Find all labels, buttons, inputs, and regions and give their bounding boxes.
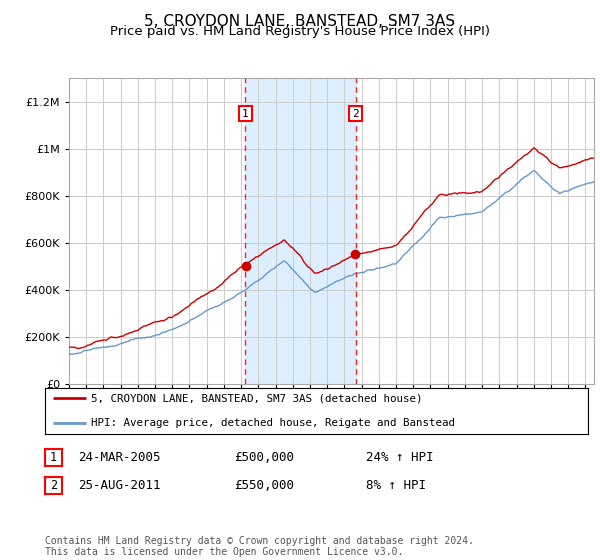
Text: 2: 2	[50, 479, 57, 492]
Text: £550,000: £550,000	[234, 479, 294, 492]
Text: 24% ↑ HPI: 24% ↑ HPI	[366, 451, 433, 464]
Text: 2: 2	[352, 109, 359, 119]
Text: Price paid vs. HM Land Registry's House Price Index (HPI): Price paid vs. HM Land Registry's House …	[110, 25, 490, 38]
Text: HPI: Average price, detached house, Reigate and Banstead: HPI: Average price, detached house, Reig…	[91, 418, 455, 428]
Text: 1: 1	[242, 109, 249, 119]
Text: 5, CROYDON LANE, BANSTEAD, SM7 3AS (detached house): 5, CROYDON LANE, BANSTEAD, SM7 3AS (deta…	[91, 393, 422, 403]
Bar	[245, 78, 356, 384]
Text: Contains HM Land Registry data © Crown copyright and database right 2024.
This d: Contains HM Land Registry data © Crown c…	[45, 535, 474, 557]
Text: £500,000: £500,000	[234, 451, 294, 464]
Text: 5, CROYDON LANE, BANSTEAD, SM7 3AS: 5, CROYDON LANE, BANSTEAD, SM7 3AS	[145, 14, 455, 29]
Text: 25-AUG-2011: 25-AUG-2011	[78, 479, 161, 492]
Text: 24-MAR-2005: 24-MAR-2005	[78, 451, 161, 464]
Text: 8% ↑ HPI: 8% ↑ HPI	[366, 479, 426, 492]
Text: 1: 1	[50, 451, 57, 464]
